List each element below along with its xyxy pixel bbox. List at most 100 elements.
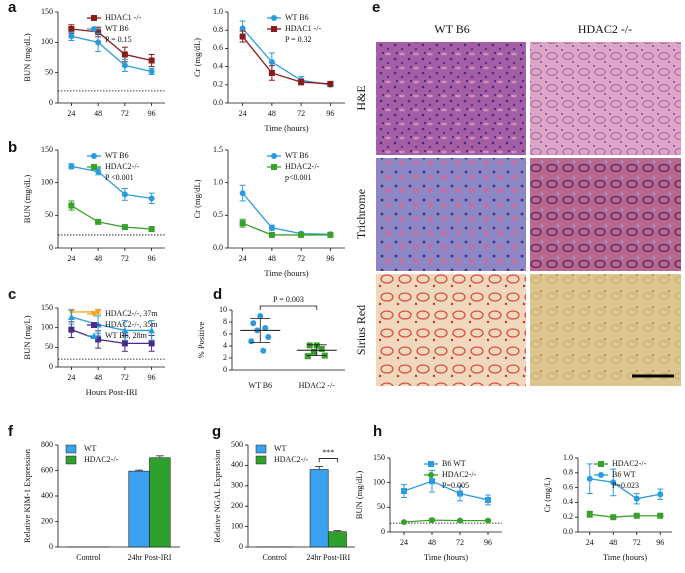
bar	[150, 458, 171, 547]
legend-marker	[91, 153, 97, 159]
legend-marker	[91, 322, 97, 328]
y-axis-label: Cr (mg/dL)	[192, 179, 202, 218]
data-point	[240, 25, 246, 31]
legend-label: WT B6	[285, 13, 309, 22]
legend-marker	[598, 461, 604, 467]
y-tick-label: 0.2	[563, 512, 573, 521]
legend-label: WT B6	[105, 151, 129, 160]
legend-label: HDAC2-/-	[105, 162, 140, 171]
y-tick-label: 2	[223, 353, 227, 362]
data-point	[68, 33, 74, 39]
y-tick-label: 600	[41, 465, 53, 474]
y-tick-label: 0	[49, 98, 53, 107]
data-point	[248, 338, 254, 344]
x-tick-label: Control	[76, 553, 101, 562]
y-tick-label: 150	[41, 145, 53, 154]
y-tick-label: 50	[45, 67, 53, 76]
legend-marker	[271, 15, 277, 21]
x-tick-label: 48	[94, 254, 102, 263]
legend-label: HDAC1 -/-	[285, 24, 322, 33]
annotation: P=0.023	[612, 481, 639, 490]
x-tick-label: 96	[656, 538, 664, 547]
series-line	[71, 166, 151, 198]
y-tick-label: 0.8	[213, 25, 223, 34]
x-tick-label: 24hr Post-IRI	[306, 553, 350, 562]
y-tick-label: 100	[373, 477, 385, 486]
data-point	[429, 478, 435, 484]
y-tick-label: 1.0	[563, 453, 573, 462]
x-tick-label: 96	[148, 373, 156, 382]
x-tick-label: 72	[121, 373, 129, 382]
data-point	[240, 220, 246, 226]
y-tick-label: 150	[41, 303, 53, 312]
data-point	[122, 340, 128, 346]
data-point	[68, 203, 74, 209]
y-tick-label: 10	[219, 305, 227, 314]
legend-label: B6 WT	[442, 459, 466, 468]
y-axis-label: Cr (mg/dL)	[192, 38, 202, 77]
data-point	[95, 219, 101, 225]
annotation: ***	[322, 448, 334, 457]
micrograph	[530, 274, 681, 386]
y-tick-label: 100	[41, 37, 53, 46]
data-point	[149, 340, 155, 346]
legend-label: HDAC1 -/-	[105, 13, 142, 22]
x-axis-label: Time (hours)	[264, 268, 308, 278]
x-axis-label: Hours Post-IRI	[86, 387, 138, 397]
y-tick-label: 150	[373, 453, 385, 462]
y-tick-label: 50	[45, 342, 53, 351]
x-tick-label: 24	[67, 373, 75, 382]
y-tick-label: 50	[45, 210, 53, 219]
data-point	[657, 491, 663, 497]
y-tick-label: 0	[223, 365, 227, 374]
data-point	[429, 517, 435, 523]
y-tick-label: 8	[223, 317, 227, 326]
data-point	[265, 334, 271, 340]
data-point	[269, 232, 275, 238]
y-axis-label: BUN (mg/dL)	[22, 33, 32, 82]
data-point	[298, 232, 304, 238]
y-tick-label: 0.0	[213, 243, 223, 252]
y-axis-label: Cr (mg/L)	[542, 477, 552, 512]
y-axis-label: BUN (mg/L)	[22, 315, 32, 359]
y-tick-label: 0	[239, 542, 243, 551]
panel-letter: g	[212, 423, 221, 440]
x-tick-label: 24hr Post-IRI	[128, 553, 172, 562]
series-line	[590, 514, 661, 517]
data-point	[269, 59, 275, 65]
panel-letter: c	[8, 286, 16, 303]
data-point	[149, 58, 155, 64]
panel-letter: a	[8, 0, 17, 16]
y-tick-label: 0.6	[213, 43, 223, 52]
y-tick-label: 1.0	[213, 7, 223, 16]
data-point	[122, 62, 128, 68]
y-tick-label: 100	[231, 521, 243, 530]
y-tick-label: 300	[231, 481, 243, 490]
data-point	[122, 51, 128, 57]
x-tick-label: 24	[67, 109, 75, 118]
legend-marker	[271, 164, 277, 170]
data-point	[457, 518, 463, 524]
annotation: P = 0.003	[273, 295, 304, 304]
y-tick-label: 0.4	[213, 61, 223, 70]
data-point	[587, 476, 593, 482]
legend-swatch	[66, 456, 76, 464]
row-label: Sirius Red	[354, 305, 368, 355]
x-tick-label: 96	[326, 254, 334, 263]
x-tick-label: 96	[148, 109, 156, 118]
y-tick-label: 0.0	[213, 98, 223, 107]
x-tick-label: 96	[148, 254, 156, 263]
x-tick-label: 48	[268, 109, 276, 118]
legend-label: HDAC2-/-	[612, 459, 647, 468]
data-point	[298, 79, 304, 85]
series-line	[243, 223, 331, 235]
y-axis-label: BUN (mg/dL)	[354, 471, 364, 520]
x-tick-label: 48	[268, 254, 276, 263]
x-tick-label: 72	[297, 254, 305, 263]
y-tick-label: 0	[49, 243, 53, 252]
legend-label: WT B6	[105, 24, 129, 33]
data-point	[122, 224, 128, 230]
legend-label: HDAC2-/-, 35m	[105, 320, 158, 329]
y-tick-label: 0.5	[213, 210, 223, 219]
